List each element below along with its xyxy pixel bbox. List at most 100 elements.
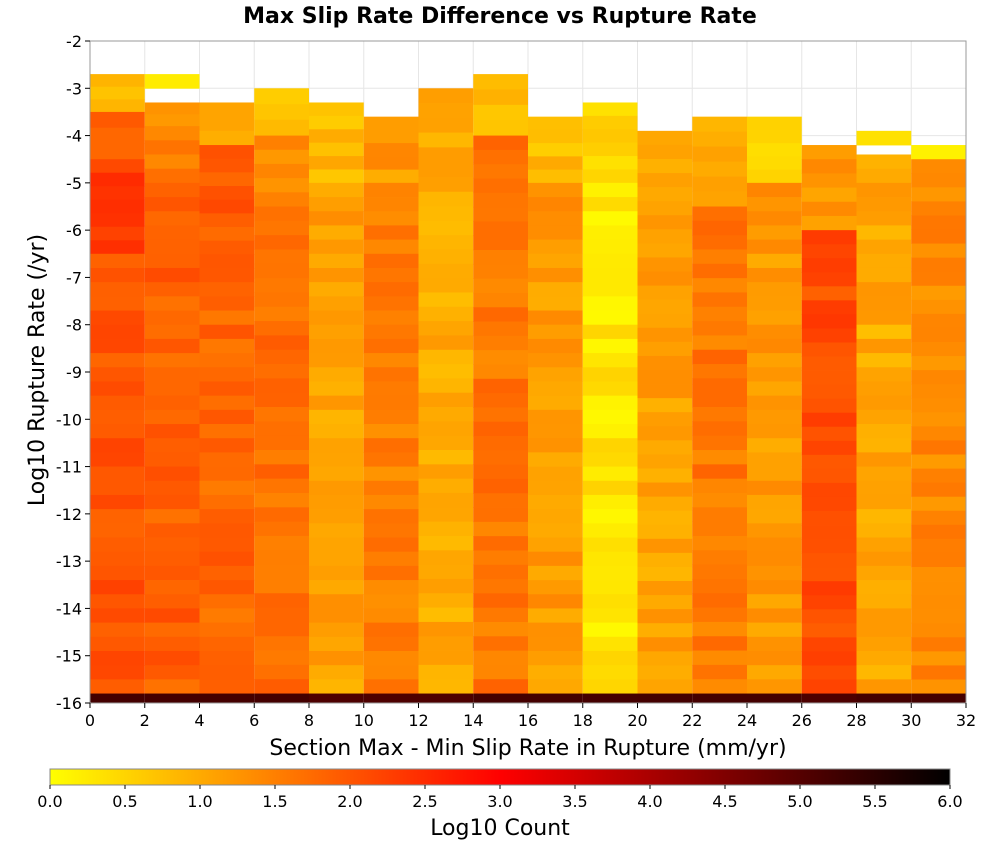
heatmap-cell [144, 594, 200, 609]
heatmap-cell [254, 464, 309, 480]
heatmap-cell [144, 466, 200, 482]
heatmap-cell [911, 384, 966, 399]
heatmap-cell [144, 424, 200, 439]
heatmap-cell [363, 253, 419, 269]
heatmap-cell [528, 197, 583, 212]
heatmap-cell [254, 578, 309, 594]
heatmap-cell [90, 296, 145, 311]
heatmap-cell [473, 579, 528, 594]
heatmap-cell [528, 353, 583, 368]
heatmap-cell [747, 182, 802, 198]
heatmap-cell [199, 679, 255, 694]
heatmap-cell [473, 679, 528, 694]
heatmap-cell [144, 395, 200, 411]
heatmap-cell [144, 650, 200, 666]
heatmap-cell [473, 464, 528, 480]
heatmap-cell [911, 229, 966, 244]
heatmap-cell [692, 564, 747, 580]
heatmap-cell [254, 206, 309, 222]
heatmap-cell [582, 608, 638, 624]
heatmap-cell [473, 364, 528, 380]
heatmap-cell [747, 324, 802, 340]
heatmap-cell [582, 296, 638, 311]
heatmap-cell [144, 253, 200, 269]
heatmap-cell [473, 250, 528, 265]
heatmap-cell [801, 525, 857, 540]
heatmap-cell [692, 478, 747, 494]
heatmap-cell [473, 493, 528, 508]
heatmap-cell [637, 341, 693, 357]
heatmap-cell [363, 665, 419, 680]
heatmap-cell [856, 679, 912, 694]
heatmap-cell [911, 693, 966, 703]
heatmap-cell [144, 282, 200, 297]
x-tick-label: 4 [194, 711, 204, 730]
heatmap-cell [90, 523, 145, 538]
heatmap-cell [254, 664, 309, 680]
y-tick-label: -11 [56, 458, 82, 477]
heatmap-cell [582, 480, 638, 496]
heatmap-cell [418, 191, 474, 207]
heatmap-cell [199, 145, 255, 160]
heatmap-cell [747, 239, 802, 255]
heatmap-cell [856, 338, 912, 354]
heatmap-cell [199, 172, 255, 187]
heatmap-cell [363, 129, 419, 144]
heatmap-cell [144, 693, 200, 703]
heatmap-cell [801, 230, 857, 245]
heatmap-cell [856, 367, 912, 382]
heatmap-cell [254, 593, 309, 608]
heatmap-cell [473, 135, 528, 151]
heatmap-cell [911, 566, 966, 582]
heatmap-cell [254, 306, 309, 322]
y-tick-label: -7 [66, 268, 82, 287]
heatmap-cell [418, 147, 474, 163]
heatmap-cell [856, 608, 912, 624]
heatmap-cell [473, 221, 528, 237]
heatmap-cell [418, 392, 474, 408]
heatmap-cell [637, 158, 693, 174]
y-tick-label: -9 [66, 363, 82, 382]
heatmap-cell [363, 156, 419, 171]
heatmap-cell [528, 622, 583, 638]
heatmap-cell [582, 253, 638, 269]
heatmap-cell [309, 636, 364, 652]
heatmap-cell [144, 211, 200, 226]
heatmap-cell [692, 621, 747, 637]
heatmap-cell [911, 454, 966, 469]
heatmap-cell [473, 178, 528, 194]
heatmap-cell [856, 282, 912, 297]
heatmap-cell [199, 158, 255, 173]
colorbar-tick-label: 5.5 [862, 792, 887, 811]
heatmap-cell [856, 353, 912, 368]
heatmap-cell [911, 299, 966, 315]
heatmap-cell [309, 537, 364, 553]
heatmap-cell [582, 169, 638, 184]
heatmap-cell [473, 622, 528, 637]
heatmap-cell [856, 523, 912, 538]
heatmap-cell [911, 398, 966, 413]
heatmap-cell [582, 466, 638, 482]
heatmap-cell [90, 622, 145, 638]
heatmap-cell [856, 494, 912, 510]
heatmap-cell [637, 173, 693, 188]
heatmap-cell [801, 159, 857, 174]
heatmap-cell [309, 115, 364, 130]
y-tick-label: -14 [56, 599, 82, 618]
heatmap-cell [418, 636, 474, 651]
heatmap-cell [144, 338, 200, 354]
heatmap-cell [90, 537, 145, 553]
x-tick-label: 30 [901, 711, 921, 730]
heatmap-cell [144, 154, 200, 170]
heatmap-cell [254, 478, 309, 494]
x-tick-label: 6 [249, 711, 259, 730]
heatmap-cell [473, 564, 528, 580]
heatmap-cell [856, 182, 912, 198]
heatmap-cell [144, 74, 200, 89]
heatmap-cell [692, 220, 747, 236]
heatmap-cell [528, 169, 583, 184]
heatmap-cell [637, 398, 693, 413]
heatmap-cell [582, 129, 638, 144]
heatmap-cell [418, 492, 474, 508]
x-tick-label: 20 [627, 711, 647, 730]
